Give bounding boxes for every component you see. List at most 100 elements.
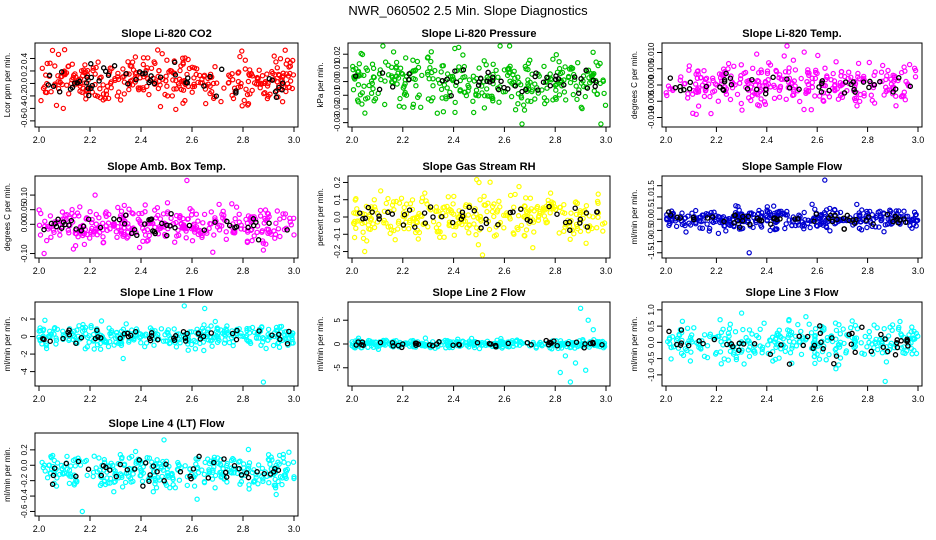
data-point	[272, 71, 278, 78]
y-axis-label: Lcor ppm per min.	[3, 53, 12, 117]
data-point	[496, 99, 502, 105]
data-point	[726, 333, 732, 339]
data-point	[878, 69, 885, 75]
data-point	[169, 471, 175, 478]
flagged-point	[261, 470, 268, 477]
data-point	[466, 84, 472, 91]
data-point	[790, 57, 797, 63]
data-point	[806, 321, 812, 327]
data-point	[246, 482, 252, 488]
data-point	[233, 204, 240, 210]
data-point	[680, 352, 687, 359]
data-point	[695, 103, 702, 109]
data-point	[773, 226, 779, 232]
data-point	[123, 321, 129, 327]
data-point	[476, 65, 482, 71]
data-point	[414, 58, 421, 65]
flagged-point	[826, 215, 832, 221]
data-point	[118, 342, 125, 349]
data-point	[207, 83, 213, 90]
data-point	[600, 77, 606, 83]
data-point	[738, 100, 745, 107]
flagged-point	[377, 339, 384, 346]
data-point	[126, 455, 133, 461]
data-point	[460, 52, 466, 58]
data-point	[489, 208, 496, 215]
flagged-point	[758, 217, 765, 224]
flagged-point	[50, 472, 57, 479]
x-tick-label: 2.8	[237, 266, 250, 276]
data-point	[688, 349, 694, 355]
data-point	[433, 208, 440, 214]
data-point	[487, 179, 493, 185]
chart-title: Slope Li-820 Temp.	[742, 28, 841, 40]
data-point	[173, 344, 180, 350]
data-point	[210, 467, 216, 473]
data-point	[200, 328, 207, 334]
data-point	[881, 92, 887, 98]
data-point	[857, 98, 863, 105]
data-point	[858, 340, 864, 346]
y-tick-label: 0.2	[333, 176, 342, 188]
flagged-point	[406, 76, 412, 83]
data-point	[70, 72, 77, 79]
flagged-point	[132, 328, 139, 335]
flagged-point	[810, 345, 816, 352]
data-point	[521, 214, 527, 220]
data-point	[382, 59, 389, 65]
data-point	[735, 203, 741, 210]
flagged-point	[583, 67, 589, 74]
data-point	[734, 91, 741, 98]
flagged-point	[817, 323, 823, 329]
data-point	[807, 224, 813, 231]
data-point	[136, 218, 143, 224]
flagged-point	[547, 82, 554, 89]
data-point	[777, 333, 783, 339]
flagged-point	[884, 211, 891, 218]
flagged-point	[860, 79, 867, 85]
flagged-point	[696, 338, 702, 344]
flagged-point	[395, 342, 402, 349]
data-point	[41, 223, 48, 230]
x-tick-label: 2.2	[397, 135, 410, 145]
data-point	[226, 79, 232, 86]
data-point	[718, 361, 725, 367]
data-point	[559, 209, 566, 215]
data-point	[466, 77, 473, 83]
data-point	[515, 74, 521, 80]
data-point	[155, 85, 162, 92]
data-point	[752, 90, 758, 97]
data-point	[354, 206, 360, 212]
data-point	[893, 208, 899, 214]
data-point	[769, 334, 776, 340]
flagged-point	[505, 340, 512, 347]
data-point	[471, 109, 477, 116]
flagged-point	[844, 212, 851, 219]
data-point	[81, 241, 88, 248]
data-point	[496, 198, 502, 204]
flagged-point	[369, 209, 375, 215]
outlier-point	[754, 51, 760, 57]
data-point	[244, 467, 250, 473]
data-point	[264, 95, 271, 102]
outlier-point	[557, 369, 564, 376]
data-point	[137, 335, 143, 341]
data-point	[160, 338, 167, 344]
data-point	[148, 65, 155, 72]
data-point	[479, 252, 486, 258]
data-point	[153, 485, 160, 491]
x-tick-label: 2.6	[811, 394, 824, 404]
data-point	[272, 231, 279, 238]
data-point	[107, 480, 113, 486]
data-point	[805, 217, 811, 223]
y-tick-label: 0.5	[647, 320, 656, 332]
data-point	[913, 218, 919, 224]
data-point	[271, 53, 277, 59]
data-point	[556, 59, 562, 65]
outlier-point	[41, 250, 47, 257]
data-point	[275, 478, 281, 485]
data-point	[176, 83, 182, 89]
x-tick-label: 2.4	[447, 266, 460, 276]
flagged-point	[535, 87, 541, 93]
y-tick-label: 1.0	[647, 304, 656, 316]
